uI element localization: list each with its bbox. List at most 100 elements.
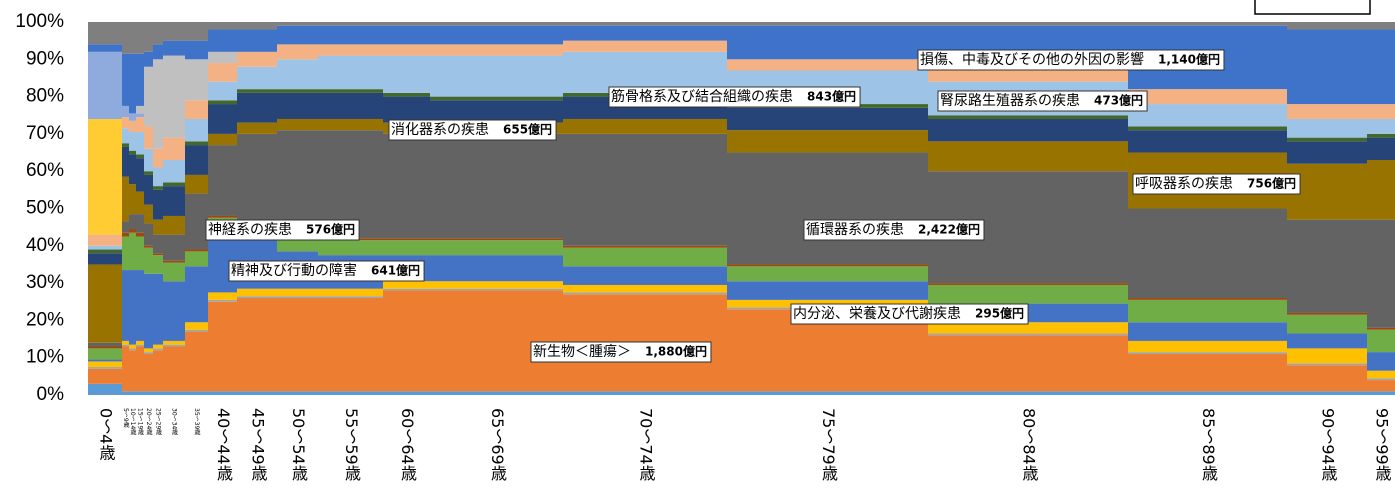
segment bbox=[237, 66, 277, 90]
segment bbox=[277, 89, 318, 93]
segment bbox=[318, 22, 383, 26]
segment bbox=[163, 391, 185, 395]
segment bbox=[277, 288, 318, 297]
segment bbox=[1128, 352, 1287, 354]
segment bbox=[928, 283, 1128, 285]
segment bbox=[1287, 348, 1367, 364]
segment bbox=[237, 298, 277, 392]
segment bbox=[1287, 365, 1367, 392]
segment bbox=[563, 25, 727, 41]
segment bbox=[185, 59, 208, 101]
segment bbox=[163, 137, 185, 161]
segment bbox=[430, 255, 563, 282]
y-tick-label: 70% bbox=[26, 123, 64, 144]
segment bbox=[129, 154, 136, 185]
label-box bbox=[937, 90, 1148, 112]
segment bbox=[129, 270, 136, 345]
segment bbox=[208, 301, 237, 392]
segment bbox=[318, 296, 383, 299]
segment bbox=[430, 96, 563, 101]
segment bbox=[318, 55, 383, 90]
segment bbox=[277, 25, 318, 45]
segment bbox=[88, 245, 122, 250]
segment bbox=[277, 298, 318, 392]
segment bbox=[129, 350, 136, 392]
segment bbox=[430, 133, 563, 239]
segment bbox=[563, 391, 727, 395]
segment bbox=[1287, 219, 1367, 313]
segment bbox=[1287, 363, 1367, 366]
segment bbox=[1287, 391, 1367, 395]
series-amount: 576億円 bbox=[306, 222, 355, 237]
segment bbox=[153, 44, 163, 60]
segment bbox=[153, 148, 163, 168]
segment bbox=[153, 253, 163, 256]
label-box bbox=[790, 303, 1029, 325]
segment bbox=[430, 100, 563, 123]
segment bbox=[237, 296, 277, 299]
segment bbox=[1287, 312, 1367, 315]
segment bbox=[153, 59, 163, 149]
segment bbox=[88, 22, 122, 45]
series-amount: 473億円 bbox=[1094, 93, 1143, 108]
segment bbox=[185, 118, 208, 142]
segment bbox=[88, 234, 122, 246]
series-amount: 641億円 bbox=[371, 263, 420, 278]
x-tick-label: 45～49歳 bbox=[249, 408, 268, 481]
segment bbox=[144, 126, 153, 149]
label-box bbox=[917, 49, 1225, 71]
segment bbox=[136, 232, 144, 237]
series-label: 呼吸器系の疾患 bbox=[1135, 176, 1233, 192]
segment bbox=[430, 281, 563, 289]
segment bbox=[928, 322, 1128, 334]
segment bbox=[163, 55, 185, 138]
segment bbox=[129, 150, 136, 155]
segment bbox=[136, 236, 144, 271]
segment bbox=[928, 141, 1128, 172]
segment bbox=[122, 143, 129, 147]
segment bbox=[122, 105, 129, 118]
segment bbox=[208, 292, 237, 300]
segment bbox=[277, 44, 318, 60]
series-label: 精神及び行動の障害 bbox=[231, 263, 357, 279]
segment bbox=[185, 249, 208, 252]
y-tick-label: 100% bbox=[15, 11, 64, 32]
segment bbox=[153, 273, 163, 345]
segment bbox=[185, 391, 208, 395]
segment bbox=[122, 128, 129, 144]
segment bbox=[136, 105, 144, 114]
legend-box bbox=[1254, 0, 1371, 15]
segment bbox=[430, 238, 563, 241]
y-tick-label: 90% bbox=[26, 48, 64, 69]
segment bbox=[1367, 391, 1395, 395]
label-box bbox=[803, 219, 985, 241]
x-tick-label: 85～89歳 bbox=[1199, 408, 1218, 481]
segment bbox=[185, 40, 208, 60]
segment bbox=[563, 40, 727, 52]
segment bbox=[383, 92, 430, 97]
segment bbox=[129, 184, 136, 215]
segment bbox=[727, 25, 928, 60]
segment bbox=[928, 115, 1128, 119]
segment bbox=[1367, 378, 1395, 381]
label-box bbox=[608, 86, 861, 108]
segment bbox=[136, 391, 144, 395]
segment bbox=[383, 133, 430, 239]
segment bbox=[163, 281, 185, 341]
segment bbox=[318, 92, 383, 119]
segment bbox=[563, 266, 727, 285]
series-label: 新生物＜腫瘍＞ bbox=[533, 343, 631, 360]
series-amount: 1,140億円 bbox=[1158, 52, 1220, 67]
segment bbox=[88, 249, 122, 254]
segment bbox=[129, 344, 136, 349]
segment bbox=[237, 89, 277, 93]
segment bbox=[163, 346, 185, 392]
segment bbox=[928, 22, 1128, 26]
segment bbox=[383, 238, 430, 241]
segment bbox=[318, 240, 383, 256]
segment bbox=[153, 348, 163, 351]
segment bbox=[136, 270, 144, 341]
segment bbox=[185, 193, 208, 250]
segment bbox=[318, 44, 383, 56]
